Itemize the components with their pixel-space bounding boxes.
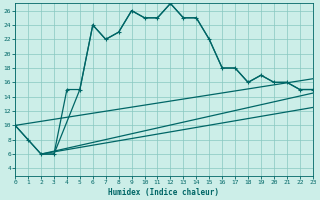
X-axis label: Humidex (Indice chaleur): Humidex (Indice chaleur) xyxy=(108,188,220,197)
